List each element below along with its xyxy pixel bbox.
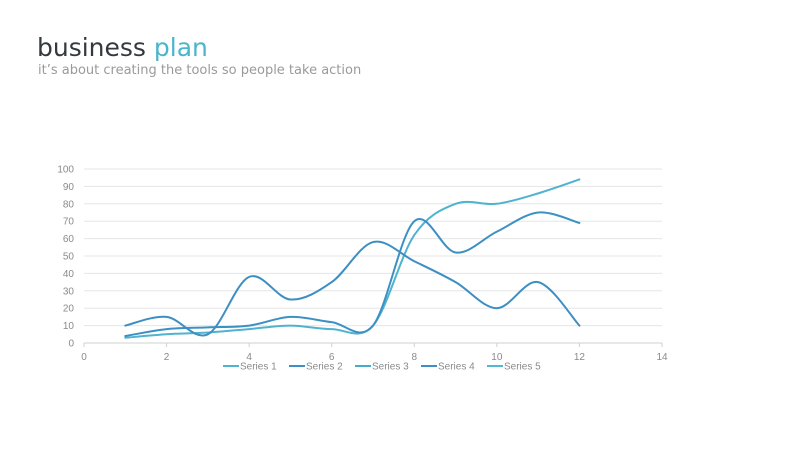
x-tick-label: 8 xyxy=(412,352,418,363)
x-tick-label: 14 xyxy=(656,352,668,363)
legend-label-5: Series 5 xyxy=(504,362,541,373)
y-tick-label: 0 xyxy=(68,339,74,350)
x-tick-label: 2 xyxy=(164,352,170,363)
x-tick-label: 6 xyxy=(329,352,335,363)
x-tick-label: 10 xyxy=(491,352,503,363)
title-accent: plan xyxy=(153,33,208,62)
x-tick-label: 4 xyxy=(246,352,252,363)
chart-series xyxy=(124,178,581,339)
series-line-4 xyxy=(124,240,581,337)
y-tick-label: 80 xyxy=(63,199,75,210)
y-tick-label: 10 xyxy=(63,321,75,332)
legend-label-2: Series 2 xyxy=(306,362,343,373)
chart-grid xyxy=(84,168,662,344)
series-line-2 xyxy=(124,211,581,338)
x-tick-label: 12 xyxy=(574,352,586,363)
y-tick-label: 30 xyxy=(63,286,75,297)
y-tick-label: 90 xyxy=(63,182,75,193)
y-tick-label: 50 xyxy=(63,252,75,263)
legend-label-3: Series 3 xyxy=(372,362,409,373)
legend-label-1: Series 1 xyxy=(240,362,277,373)
y-tick-label: 60 xyxy=(63,234,75,245)
y-tick-label: 100 xyxy=(57,165,74,176)
x-tick-label: 0 xyxy=(81,352,87,363)
legend-label-4: Series 4 xyxy=(438,362,475,373)
y-tick-label: 20 xyxy=(63,304,75,315)
page-subtitle: it’s about creating the tools so people … xyxy=(38,63,362,78)
title-main: business xyxy=(37,33,146,62)
chart-axes: 0 10 20 30 40 50 60 70 80 90 100 0 2 4 6 8 10 12 14 xyxy=(57,165,668,364)
y-tick-label: 40 xyxy=(63,269,75,280)
chart-legend: Series 1 Series 2 Series 3 Series 4 Series 5 xyxy=(223,362,541,373)
page-title: business plan xyxy=(37,34,208,62)
y-tick-label: 70 xyxy=(63,217,75,228)
